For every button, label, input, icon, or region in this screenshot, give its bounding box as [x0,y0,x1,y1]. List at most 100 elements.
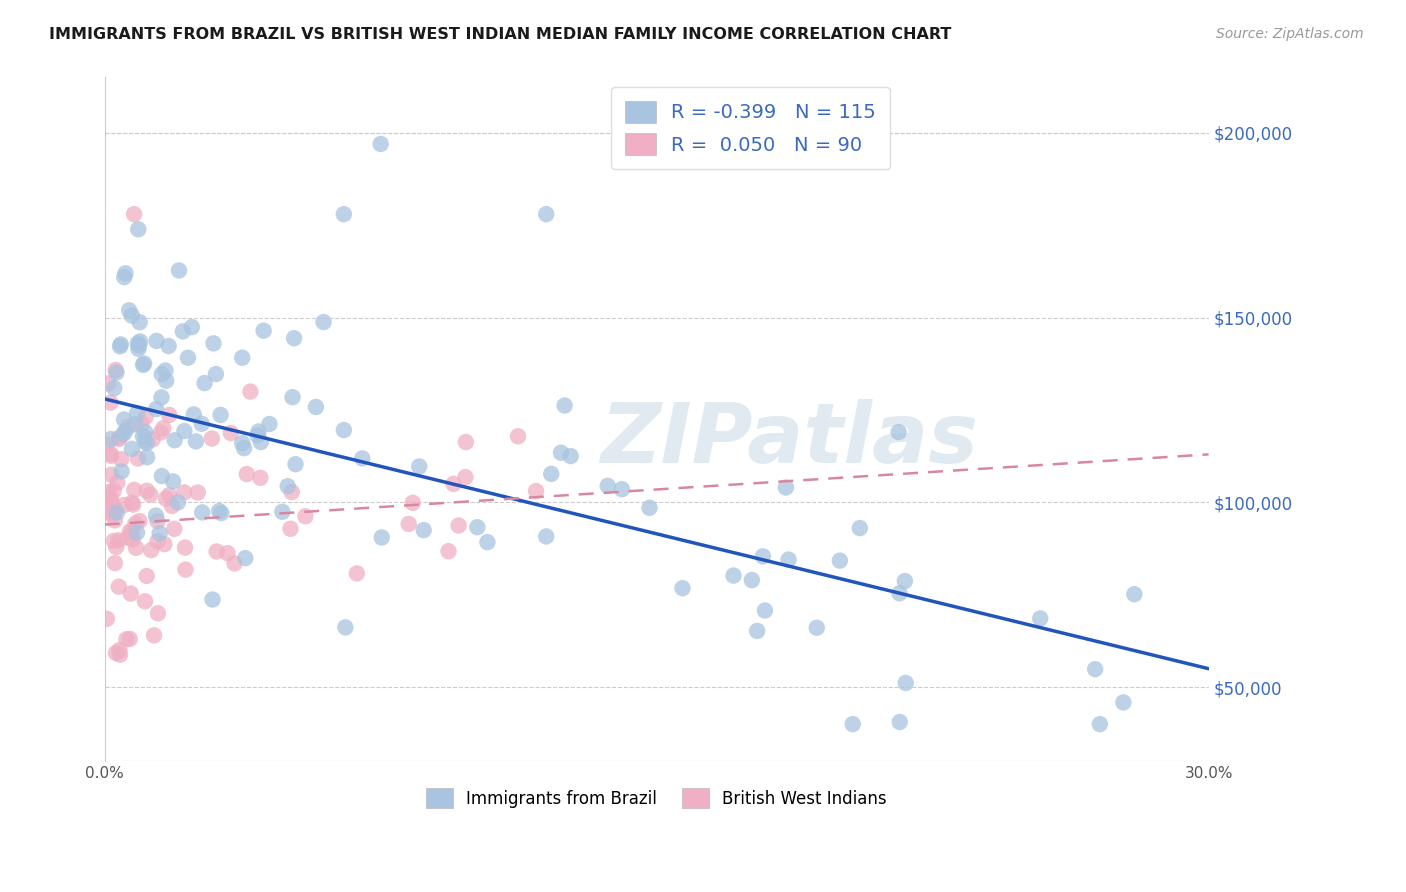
Point [752,549,775,564]
Point [437,544,460,558]
Point [97,376,120,391]
Point [163,434,186,448]
Point [107,580,129,594]
Point [108,339,131,353]
Point [408,459,430,474]
Point [117,531,139,545]
Point [333,423,356,437]
Point [233,551,256,566]
Point [143,628,166,642]
Point [146,607,169,621]
Point [134,594,156,608]
Point [180,320,202,334]
Point [117,420,139,434]
Point [236,467,259,482]
Point [778,552,800,566]
Point [224,557,246,571]
Point [103,381,125,395]
Point [135,483,157,498]
Point [849,521,872,535]
Point [277,479,299,493]
Point [454,470,477,484]
Point [1084,662,1107,676]
Point [247,425,270,439]
Point [114,425,136,439]
Point [162,475,184,489]
Point [104,363,127,377]
Point [112,412,135,426]
Point [187,485,209,500]
Point [120,586,142,600]
Point [352,451,374,466]
Point [108,648,131,662]
Text: ZIPatlas: ZIPatlas [600,400,979,480]
Point [560,449,582,463]
Point [193,376,215,390]
Point [1088,717,1111,731]
Point [132,358,155,372]
Point [104,556,127,570]
Point [754,603,776,617]
Point [554,399,576,413]
Point [209,506,232,520]
Point [145,334,167,348]
Point [173,424,195,438]
Legend: Immigrants from Brazil, British West Indians: Immigrants from Brazil, British West Ind… [420,781,894,814]
Point [284,457,307,471]
Point [134,425,156,439]
Point [536,207,558,221]
Point [131,417,153,431]
Point [93,505,115,519]
Point [101,508,124,522]
Point [127,451,149,466]
Point [205,367,228,381]
Point [371,531,394,545]
Point [828,553,851,567]
Point [271,505,294,519]
Point [115,632,138,647]
Point [146,534,169,549]
Point [638,500,661,515]
Point [96,437,118,451]
Point [596,479,619,493]
Point [108,432,131,446]
Point [136,450,159,465]
Point [550,446,572,460]
Point [129,334,152,349]
Point [155,491,177,506]
Point [145,402,167,417]
Point [536,529,558,543]
Point [775,481,797,495]
Point [477,535,499,549]
Point [124,417,146,432]
Point [305,400,328,414]
Point [889,714,911,729]
Point [149,526,172,541]
Point [723,568,745,582]
Point [233,441,256,455]
Point [208,504,231,518]
Point [205,544,228,558]
Point [335,620,357,634]
Point [610,482,633,496]
Point [259,417,281,431]
Point [105,540,128,554]
Point [217,546,239,560]
Point [124,483,146,497]
Point [252,324,274,338]
Point [246,428,269,442]
Point [294,509,316,524]
Point [127,222,149,236]
Point [157,408,180,422]
Point [398,516,420,531]
Point [108,431,131,445]
Point [190,417,212,431]
Point [97,485,120,500]
Point [104,504,127,518]
Point [160,499,183,513]
Point [150,469,173,483]
Point [150,368,173,382]
Point [153,537,176,551]
Point [155,374,177,388]
Point [103,533,125,548]
